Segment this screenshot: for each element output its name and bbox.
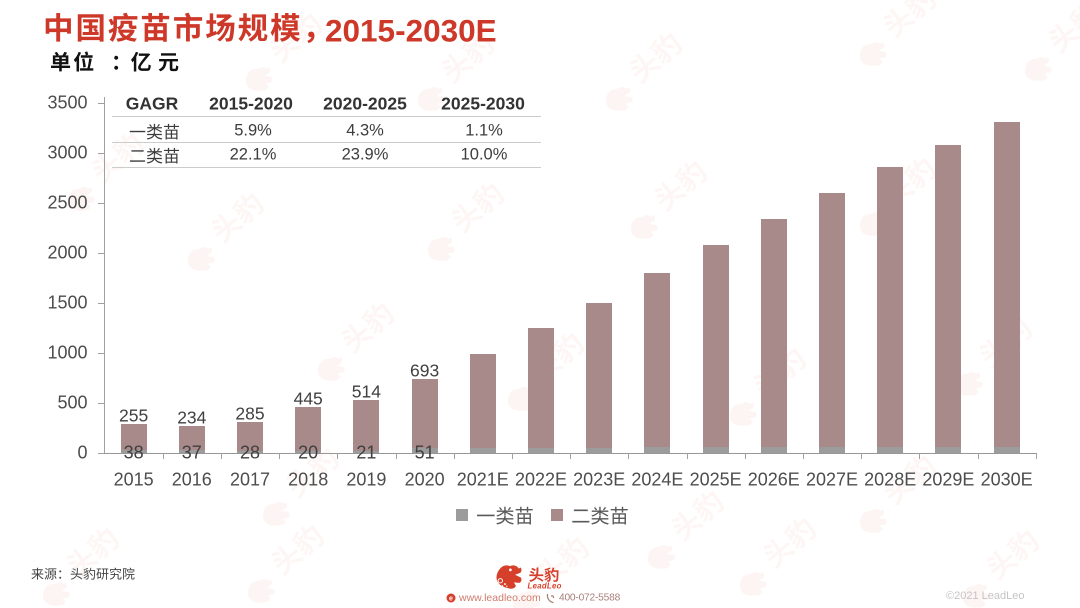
svg-text:e: e bbox=[449, 596, 453, 603]
